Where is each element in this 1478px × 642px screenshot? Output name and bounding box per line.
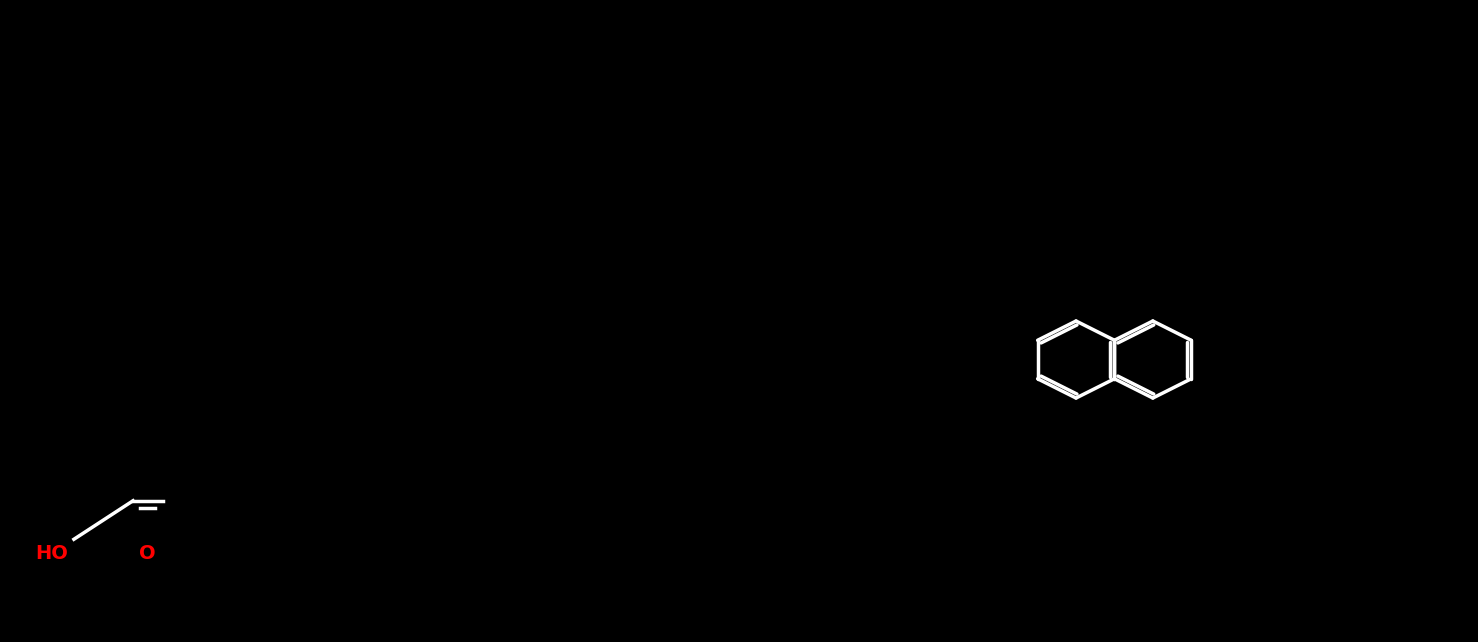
Text: O: O: [139, 544, 157, 562]
Text: HO: HO: [35, 544, 68, 562]
